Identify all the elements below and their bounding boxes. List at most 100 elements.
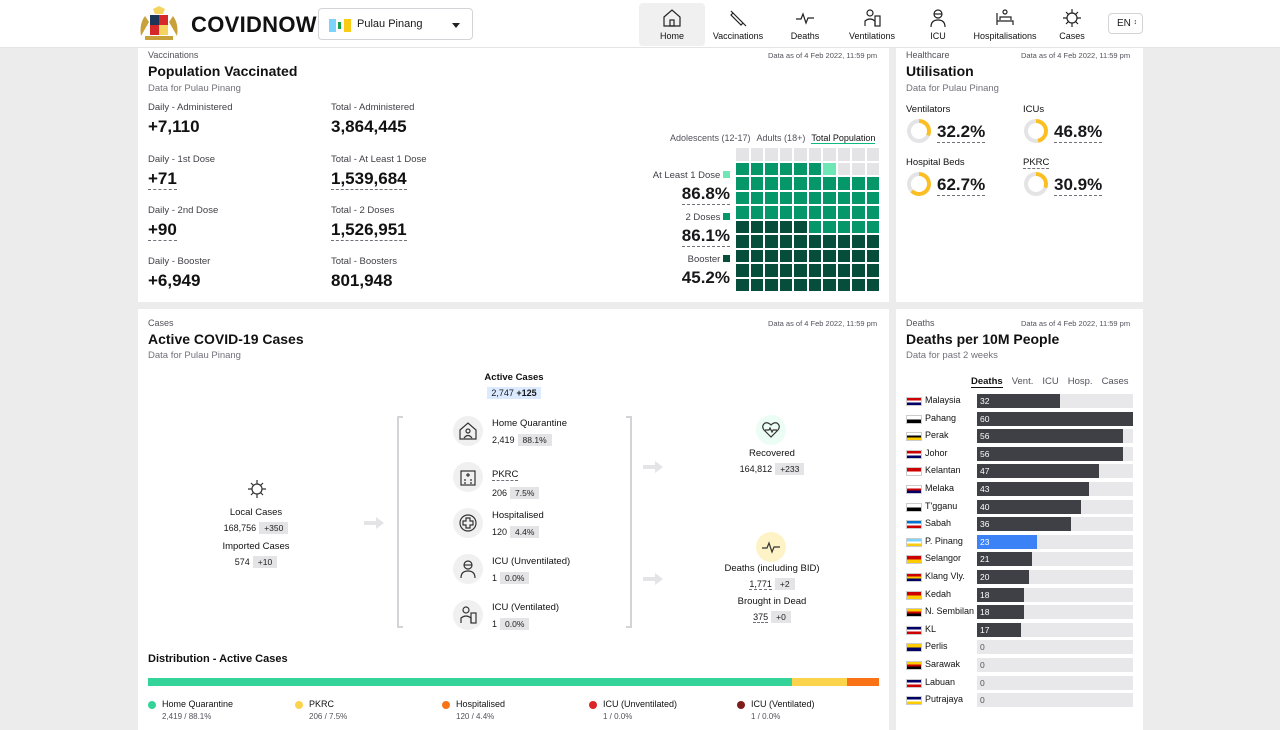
bar-value: 0	[980, 660, 985, 670]
util-value[interactable]: 62.7%	[937, 175, 986, 196]
waffle-cell	[794, 206, 807, 219]
stat-value[interactable]: +90	[148, 220, 177, 241]
stat-value[interactable]: 1,526,951	[331, 220, 407, 241]
waffle-cell	[794, 235, 807, 248]
waffle-cell	[750, 177, 763, 190]
deaths-bar	[977, 570, 1029, 584]
bar-value: 56	[980, 448, 990, 459]
bid-value[interactable]: 375	[753, 612, 769, 623]
tab-adults[interactable]: Adults (18+)	[756, 133, 806, 143]
stat-value: +7,110	[148, 117, 200, 136]
waffle-cell	[837, 191, 850, 204]
nav-hospitalisations[interactable]: Hospitalisations	[972, 3, 1038, 46]
waffle-cell	[866, 220, 879, 233]
tab-cases[interactable]: Cases	[1101, 376, 1129, 387]
state-row[interactable]: P. Pinang 23	[906, 534, 1133, 550]
nav-icu-label: ICU	[930, 31, 946, 41]
state-flag-icon	[906, 608, 922, 618]
deaths-bar	[977, 411, 1133, 426]
state-row[interactable]: KL 17	[906, 622, 1133, 638]
nav-deaths[interactable]: Deaths	[772, 3, 838, 46]
state-selector-label: Pulau Pinang	[357, 18, 423, 30]
nav-ventilations[interactable]: Ventilations	[839, 3, 905, 46]
nav-home[interactable]: Home	[639, 3, 705, 46]
mid-item-label[interactable]: PKRC	[492, 469, 519, 481]
state-row[interactable]: Johor 56	[906, 446, 1133, 462]
waffle-cell	[837, 235, 850, 248]
vax-title: Population Vaccinated	[148, 63, 298, 79]
tab-hosp[interactable]: Hosp.	[1067, 376, 1093, 387]
legend-label: At Least 1 Dose	[600, 170, 730, 181]
waffle-cell	[794, 177, 807, 190]
nav-vaccinations[interactable]: Vaccinations	[705, 3, 771, 46]
util-value[interactable]: 46.8%	[1054, 122, 1103, 143]
state-row[interactable]: Pahang 60	[906, 411, 1133, 427]
mid-item-pct: 4.4%	[510, 526, 540, 538]
waffle-cell	[823, 148, 836, 161]
recovered-delta: +233	[775, 463, 805, 475]
waffle-cell	[852, 249, 865, 262]
legend-value[interactable]: 86.8%	[681, 184, 730, 205]
waffle-cell	[852, 220, 865, 233]
stat-value[interactable]: +71	[148, 169, 177, 190]
state-row[interactable]: Kedah 18	[906, 587, 1133, 603]
mid-item-label: Hospitalised	[492, 510, 544, 521]
state-selector[interactable]: Pulau Pinang	[318, 8, 473, 40]
tab-icu[interactable]: ICU	[1042, 376, 1059, 387]
state-row[interactable]: Melaka 43	[906, 482, 1133, 497]
state-row[interactable]: Perak 56	[906, 429, 1133, 444]
legend-label: Booster	[600, 254, 730, 265]
nav-cases[interactable]: Cases	[1039, 3, 1105, 46]
cases-subtitle: Data for Pulau Pinang	[148, 350, 241, 361]
waffle-cell	[765, 235, 778, 248]
util-value[interactable]: 30.9%	[1054, 175, 1103, 196]
tab-total-population[interactable]: Total Population	[811, 133, 876, 144]
waffle-cell	[794, 191, 807, 204]
dist-legend-label: ICU (Ventilated)	[751, 699, 815, 709]
state-flag-icon	[906, 467, 922, 477]
mid-item: Hospitalised 120 4.4%	[492, 510, 544, 538]
tab-deaths[interactable]: Deaths	[971, 376, 1003, 388]
pulse-icon	[796, 12, 814, 25]
bar-track	[977, 693, 1133, 708]
home-icon	[663, 9, 681, 27]
state-row[interactable]: Selangor 21	[906, 552, 1133, 567]
state-row[interactable]: N. Sembilan 18	[906, 605, 1133, 620]
waffle-cell	[736, 264, 749, 277]
stat-value[interactable]: 1,539,684	[331, 169, 407, 190]
util-value[interactable]: 32.2%	[937, 122, 986, 143]
state-row[interactable]: Perlis 0	[906, 640, 1133, 655]
coat-of-arms-logo[interactable]	[137, 6, 181, 42]
waffle-cell	[866, 148, 879, 161]
util-label[interactable]: PKRC	[1023, 157, 1050, 169]
updown-icon: ↕	[1133, 19, 1138, 26]
mid-item-pct: 0.0%	[500, 618, 530, 630]
state-row[interactable]: Sabah 36	[906, 517, 1133, 532]
state-flag-icon	[906, 555, 922, 565]
stat-label: Total - Administered	[331, 102, 415, 113]
dist-legend-sub: 1 / 0.0%	[751, 712, 781, 721]
state-row[interactable]: Sarawak 0	[906, 658, 1133, 673]
tab-vent[interactable]: Vent.	[1011, 376, 1034, 387]
waffle-cell	[852, 206, 865, 219]
waffle-cell	[779, 278, 792, 291]
state-name: Klang Vly.	[925, 571, 965, 581]
state-row[interactable]: Putrajaya 0	[906, 693, 1133, 708]
arrow-right-icon	[643, 461, 663, 473]
legend-value[interactable]: 86.1%	[681, 226, 730, 247]
bar-value: 43	[980, 484, 990, 494]
state-row[interactable]: Klang Vly. 20	[906, 570, 1133, 585]
deaths-value[interactable]: 1,771	[749, 579, 772, 590]
tab-adolescents[interactable]: Adolescents (12-17)	[670, 133, 751, 143]
language-selector[interactable]: EN ↕	[1108, 13, 1143, 34]
waffle-cell	[750, 148, 763, 161]
brand-title[interactable]: COVIDNOW	[191, 12, 317, 37]
legend-dot	[295, 701, 303, 709]
state-row[interactable]: Malaysia 32	[906, 394, 1133, 409]
waffle-cell	[750, 264, 763, 277]
home-quarantine-icon-wrap	[453, 416, 483, 446]
state-row[interactable]: Labuan 0	[906, 675, 1133, 691]
nav-icu[interactable]: ICU	[905, 3, 971, 46]
state-row[interactable]: T'gganu 40	[906, 499, 1133, 515]
state-row[interactable]: Kelantan 47	[906, 464, 1133, 479]
